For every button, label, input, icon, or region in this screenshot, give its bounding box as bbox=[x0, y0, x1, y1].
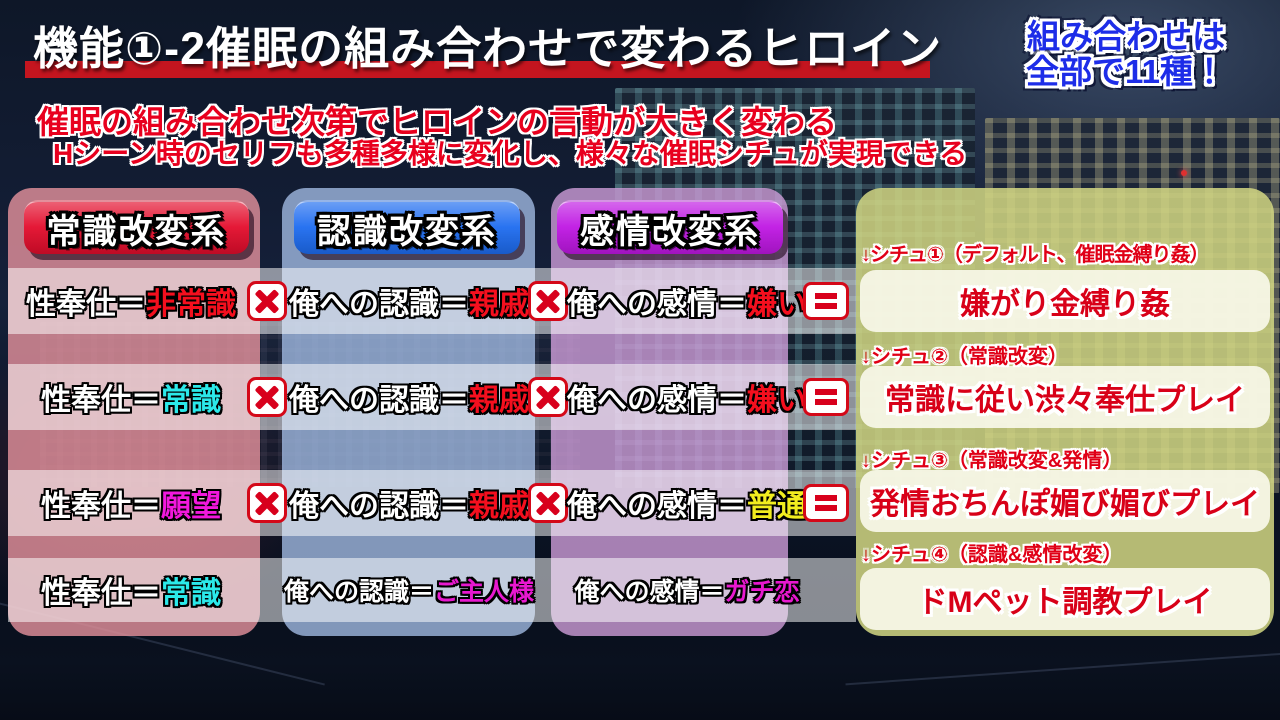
combo-row: 性奉仕＝ 非常識 俺への認識＝ 親戚 俺への感情＝ 嫌い bbox=[0, 268, 856, 334]
hypnosis-cell: 性奉仕＝ 常識 bbox=[8, 558, 254, 622]
multiply-icon bbox=[247, 483, 287, 523]
equals-icon bbox=[803, 484, 849, 522]
combo-count-badge: 組み合わせは 全部で11種！ bbox=[980, 18, 1272, 90]
equals-icon bbox=[803, 282, 849, 320]
antenna-light bbox=[1181, 170, 1187, 176]
subtitle-line-2: Hシーン時のセリフも多種多様に変化し、様々な催眠シチュが実現できる bbox=[53, 138, 968, 169]
situation-result: 嫌がり金縛り姦 bbox=[960, 288, 1170, 321]
hypnosis-cell: 俺への認識＝ 親戚 bbox=[286, 364, 532, 430]
hypnosis-cell: 性奉仕＝ 非常識 bbox=[8, 268, 254, 334]
situation-label: ↓シチュ④（認識&感情改変） bbox=[861, 544, 1123, 566]
row-band bbox=[8, 558, 856, 622]
situation-label: ↓シチュ③（常識改変&発情） bbox=[861, 450, 1123, 472]
subtitle-line-1: 催眠の組み合わせ次第でヒロインの言動が大きく変わる bbox=[37, 104, 838, 140]
page-title: 機能①-2催眠の組み合わせで変わるヒロイン bbox=[33, 23, 943, 74]
hypnosis-cell: 俺への感情＝ 普通 bbox=[566, 470, 808, 536]
multiply-icon bbox=[528, 483, 568, 523]
situation-result: 発情おちんぽ媚び媚びプレイ bbox=[870, 488, 1260, 521]
hypnosis-value: ガチ恋 bbox=[724, 578, 800, 606]
row-band bbox=[8, 364, 856, 430]
hypnosis-value: 普通 bbox=[747, 490, 807, 523]
row-band bbox=[8, 268, 856, 334]
situation-result: 常識に従い渋々奉仕プレイ bbox=[885, 384, 1245, 417]
situation-result: ドMペット調教プレイ bbox=[917, 586, 1213, 619]
combo-row: 性奉仕＝ 常識 俺への認識＝ 親戚 俺への感情＝ 嫌い bbox=[0, 364, 856, 430]
combo-row: 性奉仕＝ 常識 俺への認識＝ ご主人様 俺への感情＝ ガチ恋 bbox=[0, 558, 856, 622]
hypnosis-cell: 俺への感情＝ ガチ恋 bbox=[566, 558, 808, 622]
hypnosis-value: 親戚 bbox=[469, 490, 529, 523]
row-band bbox=[8, 470, 856, 536]
hypnosis-value: 親戚 bbox=[469, 288, 529, 321]
hypnosis-cell: 俺への認識＝ 親戚 bbox=[286, 268, 532, 334]
hypnosis-cell: 性奉仕＝ 常識 bbox=[8, 364, 254, 430]
hypnosis-value: 常識 bbox=[161, 384, 221, 417]
hypnosis-value: ご主人様 bbox=[434, 578, 535, 606]
hypnosis-value: 嫌い bbox=[747, 384, 807, 417]
situation-band bbox=[860, 366, 1270, 428]
title-underline bbox=[25, 61, 930, 78]
hypnosis-value: 非常識 bbox=[146, 288, 236, 321]
column-header-kanjou: 感情改変系 bbox=[557, 200, 783, 254]
column-header-ninshiki: 認識改変系 bbox=[294, 200, 520, 254]
hypnosis-value: 常識 bbox=[161, 577, 221, 610]
combo-row: 性奉仕＝ 願望 俺への認識＝ 親戚 俺への感情＝ 普通 bbox=[0, 470, 856, 536]
multiply-icon bbox=[528, 281, 568, 321]
multiply-icon bbox=[528, 377, 568, 417]
combo-count-line-1: 組み合わせは bbox=[1027, 18, 1225, 55]
hypnosis-value: 親戚 bbox=[469, 384, 529, 417]
combo-count-line-2: 全部で11種！ bbox=[1026, 52, 1226, 90]
hypnosis-cell: 俺への感情＝ 嫌い bbox=[566, 268, 808, 334]
situation-label: ↓シチュ①（デフォルト、催眠金縛り姦） bbox=[861, 244, 1210, 266]
hypnosis-value: 願望 bbox=[161, 490, 221, 523]
hypnosis-cell: 俺への認識＝ 親戚 bbox=[286, 470, 532, 536]
multiply-icon bbox=[247, 377, 287, 417]
equals-icon bbox=[803, 378, 849, 416]
column-header-joushiki: 常識改変系 bbox=[24, 200, 249, 254]
hypnosis-cell: 性奉仕＝ 願望 bbox=[8, 470, 254, 536]
situation-band bbox=[860, 568, 1270, 630]
multiply-icon bbox=[247, 281, 287, 321]
hypnosis-value: 嫌い bbox=[747, 288, 807, 321]
hypnosis-cell: 俺への認識＝ ご主人様 bbox=[284, 558, 535, 622]
situation-label: ↓シチュ②（常識改変） bbox=[861, 346, 1068, 368]
situation-band bbox=[860, 470, 1270, 532]
situation-band bbox=[860, 270, 1270, 332]
hypnosis-cell: 俺への感情＝ 嫌い bbox=[566, 364, 808, 430]
